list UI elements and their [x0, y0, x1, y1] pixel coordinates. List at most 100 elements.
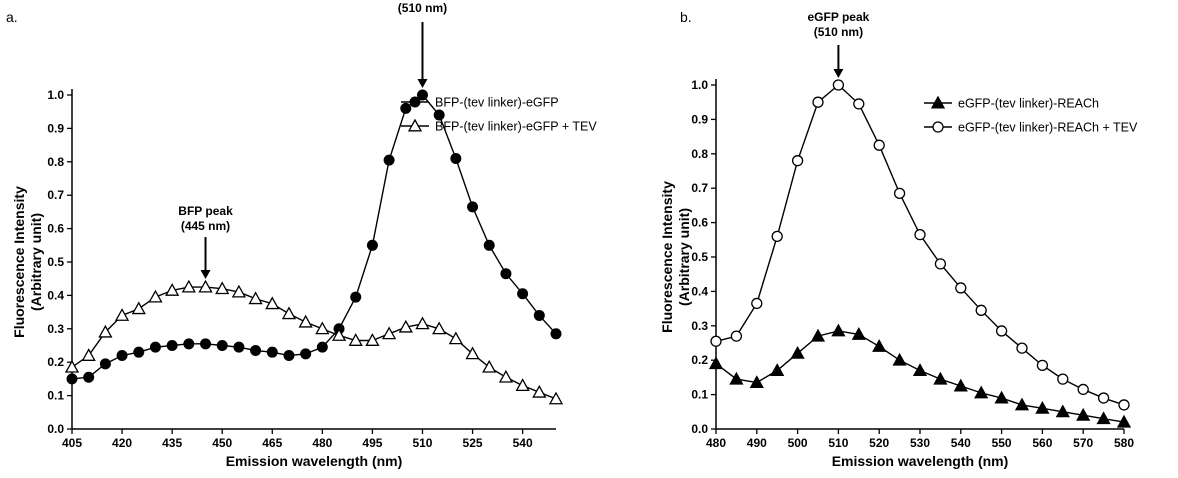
data-point	[1076, 407, 1091, 421]
y-tick-label: 0.1	[691, 388, 708, 402]
data-point	[517, 288, 529, 300]
annotation-arrow-head	[833, 69, 844, 78]
data-point	[216, 340, 228, 351]
data-point	[498, 369, 514, 383]
legend-label: eGFP-(tev linker)-REACh	[958, 97, 1099, 111]
data-point	[148, 289, 163, 303]
data-point	[131, 301, 146, 315]
x-tick-label: 510	[828, 436, 848, 450]
y-tick-label: 0.9	[691, 112, 708, 126]
y-tick-label: 0.8	[47, 155, 64, 169]
data-point	[98, 324, 113, 338]
x-axis-title: Emission wavelength (nm)	[226, 453, 403, 469]
x-tick-label: 490	[747, 436, 767, 450]
data-point	[200, 338, 212, 350]
legend: BFP-(tev linker)-eGFP BFP-(tev linker)-eG…	[401, 96, 597, 134]
data-point	[1036, 359, 1049, 372]
annotation: BFP peak(445 nm)	[178, 204, 233, 280]
data-point	[831, 323, 846, 337]
legend-label: BFP-(tev linker)-eGFP + TEV	[435, 120, 597, 134]
data-point	[398, 319, 413, 333]
legend-label: eGFP-(tev linker)-REACh + TEV	[958, 121, 1138, 135]
data-point	[1077, 383, 1089, 396]
data-point	[749, 375, 764, 389]
data-point	[953, 378, 968, 392]
x-tick-label: 510	[412, 436, 432, 450]
y-tick-label: 0.3	[691, 319, 708, 333]
data-point	[1016, 342, 1028, 354]
data-point	[1097, 392, 1110, 404]
data-point	[853, 98, 865, 110]
y-tick-label: 0.7	[47, 188, 64, 202]
data-point	[166, 340, 178, 351]
data-point	[66, 373, 78, 385]
data-point	[790, 345, 805, 359]
data-point	[482, 359, 497, 373]
data-point	[381, 326, 397, 340]
data-point	[1014, 397, 1030, 411]
data-point	[873, 139, 885, 151]
data-point	[515, 378, 530, 392]
data-point	[1055, 404, 1070, 418]
x-tick-label: 525	[463, 436, 483, 450]
data-point	[912, 363, 928, 376]
data-point	[751, 297, 763, 310]
data-point	[995, 325, 1008, 337]
data-point	[1035, 401, 1050, 414]
data-point	[1116, 414, 1132, 428]
data-point	[415, 316, 430, 330]
legend-label: BFP-(tev linker)-eGFP	[435, 96, 559, 110]
y-tick-label: 0.9	[47, 121, 64, 135]
data-point	[181, 279, 196, 293]
data-point	[300, 348, 312, 360]
y-tick-label: 0.4	[691, 284, 708, 298]
series-0	[708, 323, 1132, 428]
data-point	[348, 333, 363, 346]
data-point	[975, 304, 987, 316]
x-tick-label: 480	[312, 436, 332, 450]
legend-marker	[932, 121, 944, 133]
data-point	[183, 338, 195, 350]
data-point	[730, 330, 743, 342]
x-tick-label: 495	[362, 436, 382, 450]
y-tick-label: 0.4	[47, 288, 64, 302]
data-point	[892, 352, 907, 366]
y-tick-label: 1.0	[691, 78, 708, 92]
data-point	[994, 390, 1009, 404]
x-tick-label: 580	[1114, 436, 1134, 450]
annotation: FRET (eGFP) peak(510 nm)	[398, 1, 447, 88]
data-point	[851, 327, 866, 340]
annotation-text: (510 nm)	[814, 25, 863, 39]
data-point	[99, 358, 111, 370]
data-point	[450, 152, 462, 164]
data-point	[812, 96, 824, 108]
data-point	[283, 350, 295, 362]
series-0	[66, 89, 562, 385]
series-1	[64, 279, 564, 405]
y-tick-label: 0.0	[691, 422, 708, 436]
data-point	[400, 102, 412, 114]
data-point	[250, 345, 262, 357]
x-tick-label: 570	[1073, 436, 1093, 450]
data-point	[116, 350, 128, 362]
legend: eGFP-(tev linker)-REACh eGFP-(tev linker)…	[924, 95, 1138, 135]
data-point	[914, 228, 926, 241]
legend-marker	[407, 118, 423, 132]
y-tick-label: 0.1	[47, 389, 64, 403]
data-point	[872, 339, 887, 352]
data-point	[233, 341, 245, 353]
annotation-text: eGFP peak	[807, 10, 869, 24]
y-tick-label: 0.8	[691, 147, 708, 161]
data-point	[1118, 399, 1130, 411]
x-tick-label: 465	[262, 436, 282, 450]
panel-label: a.	[6, 9, 18, 25]
data-point	[248, 291, 263, 305]
annotation-text: BFP peak	[178, 204, 233, 218]
series-line	[71, 94, 557, 380]
data-point	[383, 154, 395, 166]
y-axis-title-line: (Arbitrary unit)	[28, 213, 44, 311]
y-tick-label: 0.5	[47, 255, 64, 269]
data-point	[500, 268, 512, 280]
y-tick-label: 1.0	[47, 88, 64, 102]
chart-panel-a: a. 0.0 0.1 0.2 0.3 0.4 0.5 0.6 0.7 0.8 0.9 1.0 405 42…	[6, 1, 597, 469]
